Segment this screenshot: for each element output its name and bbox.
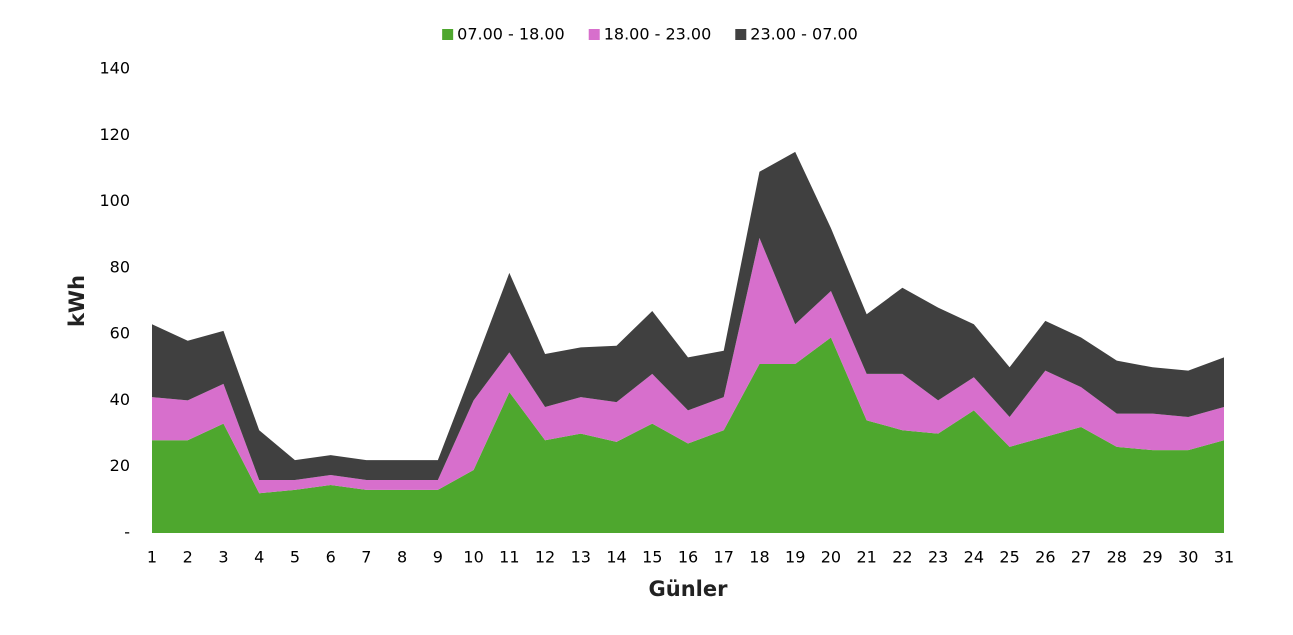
y-tick-label: - [124, 523, 130, 542]
x-tick-label: 20 [821, 548, 841, 567]
x-tick-label: 29 [1142, 548, 1162, 567]
x-tick-label: 22 [892, 548, 912, 567]
x-tick-label: 18 [749, 548, 769, 567]
x-tick-label: 8 [397, 548, 407, 567]
x-tick-label: 2 [183, 548, 193, 567]
x-tick-label: 9 [433, 548, 443, 567]
x-tick-label: 11 [499, 548, 519, 567]
legend-swatch [588, 29, 600, 40]
x-tick-label: 19 [785, 548, 805, 567]
y-tick-label: 140 [99, 59, 130, 78]
legend-label: 07.00 - 18.00 [457, 25, 565, 44]
y-tick-label: 80 [110, 257, 130, 276]
legend-label: 18.00 - 23.00 [604, 25, 712, 44]
x-tick-label: 6 [326, 548, 336, 567]
y-tick-label: 120 [99, 125, 130, 144]
x-tick-label: 23 [928, 548, 948, 567]
x-tick-label: 16 [678, 548, 698, 567]
area [152, 337, 1224, 533]
area [152, 151, 1224, 480]
x-tick-label: 28 [1107, 548, 1127, 567]
x-tick-label: 4 [254, 548, 264, 567]
x-tick-label: 1 [147, 548, 157, 567]
x-tick-label: 13 [571, 548, 591, 567]
y-tick-label: 60 [110, 324, 130, 343]
x-tick-label: 17 [714, 548, 734, 567]
x-tick-label: 25 [999, 548, 1019, 567]
y-tick-label: 100 [99, 191, 130, 210]
x-tick-label: 24 [964, 548, 984, 567]
area [152, 238, 1224, 494]
legend: 07.00 - 18.00 18.00 - 23.00 23.00 - 07.00 [442, 25, 858, 44]
x-tick-label: 31 [1214, 548, 1234, 567]
x-tick-label: 15 [642, 548, 662, 567]
y-tick-label: 40 [110, 390, 130, 409]
y-tick-label: 20 [110, 456, 130, 475]
y-axis-title: kWh [65, 275, 89, 327]
x-tick-label: 3 [218, 548, 228, 567]
x-tick-label: 12 [535, 548, 555, 567]
x-tick-label: 30 [1178, 548, 1198, 567]
x-axis-title: Günler [649, 577, 729, 601]
x-tick-label: 26 [1035, 548, 1055, 567]
x-tick-label: 7 [361, 548, 371, 567]
x-tick-label: 27 [1071, 548, 1091, 567]
legend-label: 23.00 - 07.00 [750, 25, 858, 44]
legend-swatch [735, 29, 747, 40]
x-tick-label: 14 [606, 548, 626, 567]
legend-swatch [442, 29, 454, 40]
x-tick-label: 5 [290, 548, 300, 567]
x-tick-label: 21 [856, 548, 876, 567]
x-tick-label: 10 [463, 548, 483, 567]
